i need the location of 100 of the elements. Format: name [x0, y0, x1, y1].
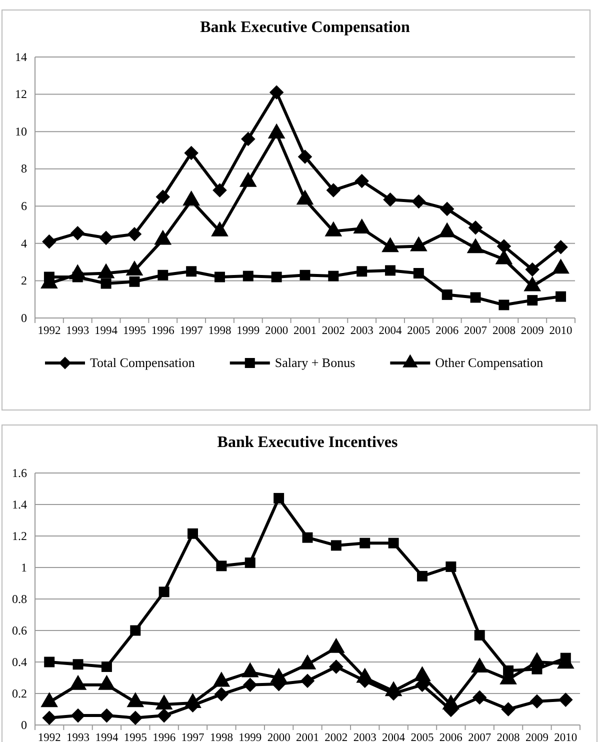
point — [300, 270, 310, 280]
point — [242, 270, 254, 282]
point — [530, 694, 544, 709]
point — [42, 710, 56, 726]
point — [527, 295, 538, 306]
point — [244, 558, 256, 568]
point — [496, 239, 512, 254]
x-tick-label: 1998 — [208, 325, 232, 338]
x-tick-label: 2002 — [324, 732, 348, 742]
x-tick-label: 1995 — [122, 325, 146, 338]
point — [388, 538, 399, 548]
point — [442, 289, 452, 300]
point — [186, 266, 197, 277]
y-tick-label: 1.6 — [12, 466, 27, 480]
x-tick-label: 2010 — [549, 325, 573, 338]
point — [101, 661, 112, 672]
point — [326, 183, 341, 198]
x-tick-label: 2003 — [353, 732, 377, 742]
x-tick-label: 2004 — [378, 325, 402, 338]
legend-label: Other Compensation — [435, 355, 544, 370]
point — [271, 272, 282, 282]
point — [72, 659, 84, 670]
y-tick-label: 0.4 — [12, 654, 27, 669]
point — [158, 270, 168, 280]
x-tick-label: 1994 — [94, 325, 118, 338]
point — [470, 292, 481, 303]
y-tick-label: 0.2 — [12, 686, 27, 700]
x-tick-label: 2001 — [294, 325, 317, 338]
point — [446, 561, 456, 572]
x-tick-label: 2007 — [464, 325, 488, 338]
point — [474, 630, 485, 640]
point — [329, 660, 344, 674]
x-tick-label: 1999 — [238, 732, 262, 742]
y-tick-label: 0.8 — [12, 592, 27, 606]
x-tick-label: 2005 — [410, 732, 434, 742]
y-tick-label: 8 — [21, 162, 27, 176]
point — [330, 540, 342, 551]
point — [554, 240, 568, 254]
point — [385, 265, 396, 276]
point — [413, 268, 424, 278]
point — [269, 85, 284, 100]
x-tick-label: 1992 — [38, 325, 61, 338]
y-tick-label: 12 — [15, 87, 27, 102]
y-tick-label: 2 — [21, 274, 27, 288]
x-tick-label: 2000 — [267, 732, 291, 742]
y-tick-label: 1.2 — [12, 528, 27, 543]
chart-title: Bank Executive Compensation — [200, 19, 410, 36]
point — [416, 570, 428, 582]
point — [214, 272, 225, 282]
point — [212, 183, 227, 198]
point — [472, 690, 487, 705]
y-tick-label: 0 — [21, 718, 27, 732]
x-tick-label: 2002 — [322, 325, 346, 338]
x-tick-label: 1999 — [236, 325, 260, 338]
y-tick-label: 1 — [21, 560, 27, 574]
point — [188, 528, 198, 539]
x-tick-label: 2007 — [468, 732, 492, 742]
point — [156, 190, 170, 204]
point — [156, 708, 172, 723]
x-tick-label: 1993 — [66, 325, 90, 338]
y-tick-label: 6 — [21, 198, 27, 213]
point — [298, 150, 312, 164]
y-tick-label: 14 — [15, 50, 27, 64]
point — [44, 656, 55, 668]
point — [100, 708, 114, 723]
point — [100, 278, 112, 289]
y-tick-label: 0 — [21, 310, 27, 325]
point — [130, 625, 141, 636]
point — [70, 226, 85, 240]
point — [241, 132, 256, 146]
chart-title: Bank Executive Incentives — [217, 434, 398, 451]
legend-label: Salary + Bonus — [274, 355, 356, 370]
point — [70, 708, 86, 723]
y-tick-label: 1.4 — [12, 497, 27, 512]
x-tick-label: 1994 — [95, 732, 118, 742]
y-tick-label: 10 — [15, 124, 27, 138]
point — [274, 492, 284, 504]
x-tick-label: 1995 — [124, 732, 148, 742]
point — [525, 262, 540, 277]
point — [129, 276, 140, 287]
point — [558, 692, 573, 707]
x-tick-label: 1998 — [210, 732, 234, 742]
x-tick-label: 2009 — [525, 732, 549, 742]
point — [128, 710, 143, 726]
legend-label: Total Compensation — [90, 355, 196, 370]
y-tick-label: 0.6 — [12, 623, 27, 638]
x-tick-label: 2005 — [407, 325, 430, 338]
x-tick-label: 2008 — [492, 325, 516, 338]
point — [214, 687, 229, 702]
x-tick-label: 2009 — [520, 325, 544, 338]
x-tick-label: 2006 — [436, 325, 459, 338]
point — [127, 226, 142, 242]
x-tick-label: 1993 — [66, 732, 90, 742]
y-tick-label: 4 — [21, 236, 27, 250]
x-tick-label: 2003 — [350, 325, 374, 338]
point — [354, 174, 369, 188]
point — [302, 532, 313, 543]
point — [158, 586, 170, 598]
point — [242, 678, 258, 692]
point — [498, 300, 510, 310]
